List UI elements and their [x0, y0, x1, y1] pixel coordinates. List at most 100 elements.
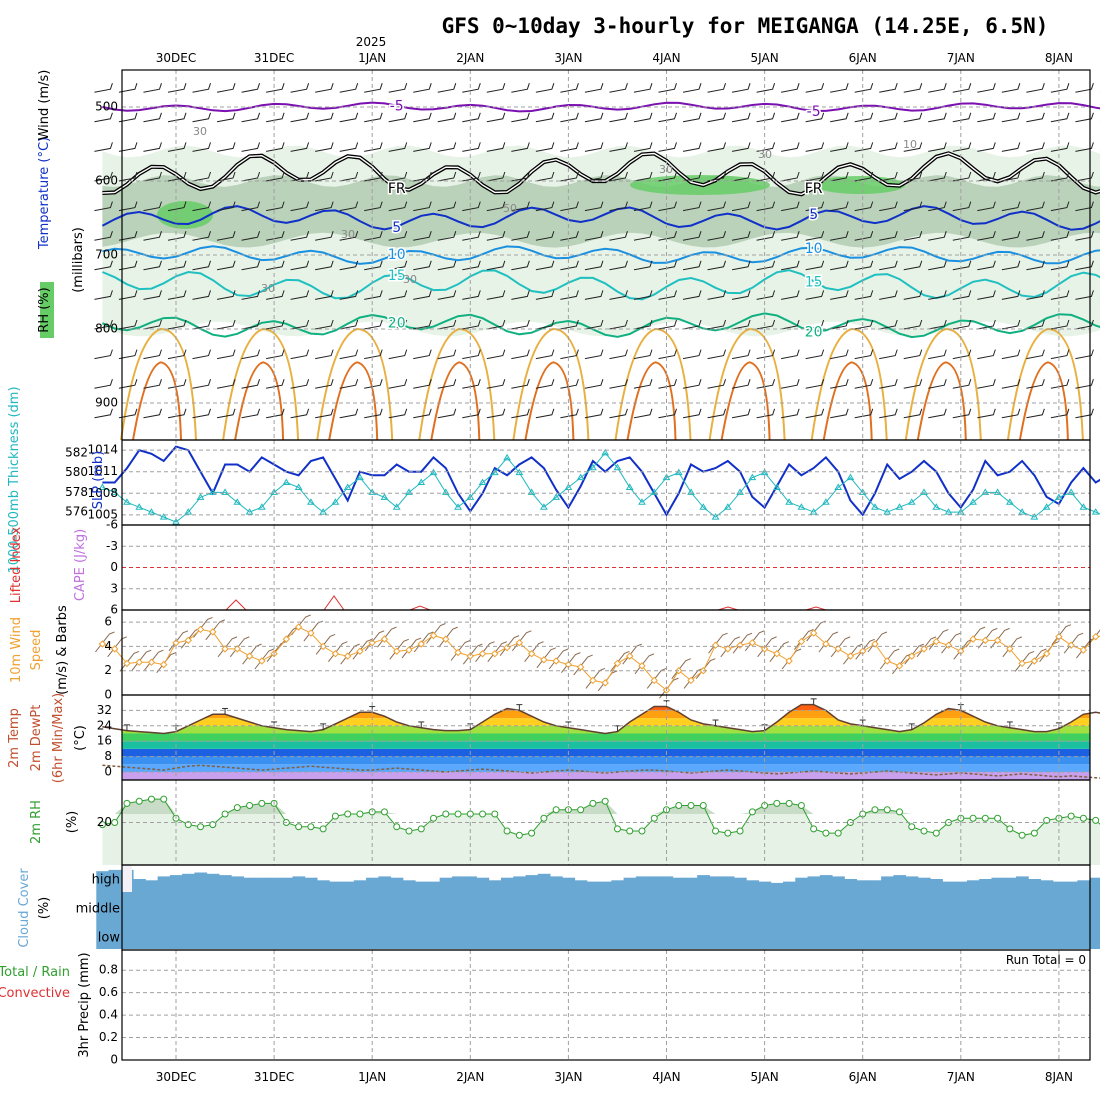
temperature-band: [122, 704, 1090, 711]
rh-contour-label: 50: [503, 202, 517, 215]
wind-barb: [535, 290, 555, 300]
middle-cloud-bar: [966, 892, 980, 921]
date-label-bottom: 1JAN: [358, 1070, 386, 1084]
wind-barb: [830, 171, 849, 182]
wind-barb: [118, 171, 138, 182]
wind-barb-10m: [781, 648, 802, 670]
wind-barb: [658, 379, 677, 389]
low-cloud-bar: [255, 921, 269, 949]
wind-barb: [830, 349, 849, 360]
wind-barb: [167, 260, 187, 271]
wind-barb: [756, 83, 776, 93]
wind-speed-point: [613, 659, 622, 668]
low-cloud-bar: [966, 921, 980, 949]
temperature-contour-label: -5: [807, 104, 821, 120]
wind-barb: [462, 142, 481, 152]
wind-barb-10m: [793, 629, 814, 650]
wind-barb: [1026, 112, 1045, 123]
middle-cloud-bar: [182, 892, 195, 921]
rh2m-point: [1018, 831, 1026, 839]
wind-speed-point: [135, 658, 143, 666]
wind-barb: [633, 171, 653, 182]
wind-barb: [1026, 201, 1045, 212]
thickness-point: [294, 483, 303, 490]
thickness-point: [343, 483, 352, 490]
middle-cloud-bar: [942, 892, 956, 921]
wind-barb: [143, 290, 162, 300]
wind-barb: [1050, 231, 1070, 241]
wind-barb: [192, 201, 211, 212]
wind-barb-10m: [328, 641, 348, 663]
wind-barb: [167, 290, 187, 300]
wind-barb: [413, 290, 432, 300]
high-cloud-bar: [881, 876, 894, 892]
wind-barb: [977, 171, 996, 182]
rh2m-point: [233, 804, 241, 812]
cloud-level-label: high: [92, 873, 120, 888]
middle-cloud-bar: [439, 892, 453, 921]
wind-barb: [560, 83, 579, 93]
wind-barb: [658, 319, 677, 330]
wind-barb: [854, 83, 874, 93]
wind-barb: [658, 231, 677, 241]
low-cloud-bar: [500, 921, 514, 949]
wind-barb: [731, 290, 751, 300]
rh2m-point: [981, 814, 989, 822]
rh2m-point: [430, 814, 438, 822]
wind-barb: [584, 83, 604, 93]
wind-barb: [118, 349, 138, 360]
rh-low-contour: [626, 361, 677, 441]
wind-speed-point: [589, 676, 597, 685]
date-label-bottom: 31DEC: [254, 1070, 294, 1084]
wind-barb-10m: [646, 667, 667, 689]
date-label-top: 3JAN: [554, 51, 582, 65]
wind-barb: [143, 201, 162, 212]
rh2m-point: [319, 825, 327, 833]
wind-barb: [928, 408, 947, 419]
temperature-axis-label: Temperature (°C): [37, 137, 52, 250]
rh2m-point: [908, 823, 916, 831]
wind-barb: [339, 171, 359, 182]
thickness-point: [1030, 513, 1039, 520]
wind-barb: [413, 408, 432, 419]
wind-barb: [1026, 83, 1045, 93]
slp-line: [102, 445, 1100, 517]
wind-barb-10m: [941, 632, 961, 654]
high-cloud-bar: [108, 869, 122, 892]
rh-contour-label: 30: [261, 282, 275, 295]
temperature-contour-label: 5: [809, 207, 818, 223]
rh2m-point: [160, 795, 168, 803]
middle-cloud-bar: [464, 892, 477, 921]
rh2m-point: [822, 829, 830, 837]
pressure-tick: 900: [95, 396, 118, 410]
wind-speed-point: [932, 637, 940, 646]
middle-cloud-bar: [1089, 892, 1100, 921]
middle-cloud-bar: [96, 892, 110, 921]
rh-low-contour: [1006, 327, 1084, 441]
wind-barb: [535, 231, 555, 241]
wind-barb: [781, 83, 800, 93]
precip-convective-label: Convective: [0, 986, 70, 1001]
low-cloud-bar: [782, 921, 796, 949]
wind-barb: [805, 231, 825, 241]
wind-speed-point: [576, 663, 585, 671]
thickness-point: [135, 503, 144, 510]
low-cloud-bar: [476, 921, 490, 949]
low-cloud-bar: [439, 921, 453, 949]
high-cloud-bar: [954, 881, 968, 892]
wind-speed-point: [822, 640, 830, 648]
rh-low-contour: [916, 361, 967, 441]
thickness-point: [478, 478, 487, 485]
wind-barb: [437, 290, 457, 300]
high-cloud-bar: [550, 876, 563, 892]
wind-speed-point: [871, 640, 879, 648]
wind-barb: [118, 290, 138, 300]
rh-contour-label: 30: [659, 163, 673, 176]
wind-barb: [535, 201, 555, 212]
thickness-point: [356, 473, 364, 481]
middle-cloud-bar: [672, 892, 686, 921]
wind-barb: [609, 379, 628, 389]
thickness-point: [699, 503, 708, 510]
wind-barb: [633, 379, 653, 389]
wind-barb: [118, 142, 138, 152]
